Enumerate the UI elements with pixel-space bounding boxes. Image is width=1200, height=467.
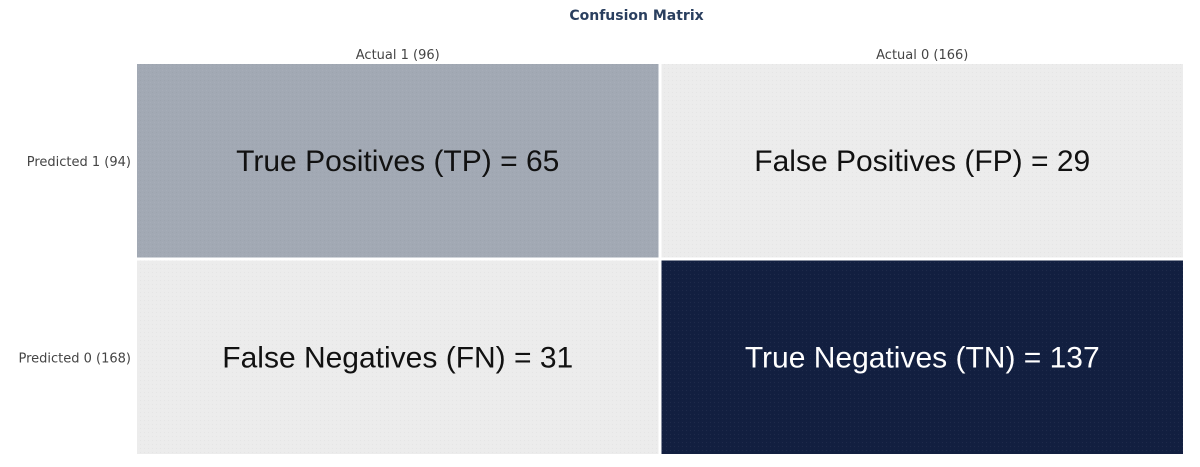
cells-layer — [137, 64, 1183, 454]
cell-label: False Positives (FP) = 29 — [754, 145, 1090, 178]
chart-title: Confusion Matrix — [569, 8, 704, 24]
cell-texture — [137, 64, 659, 258]
cell-texture — [661, 64, 1183, 258]
cell-texture — [661, 260, 1183, 454]
cell-label: True Negatives (TN) = 137 — [745, 341, 1100, 374]
row-label: Predicted 0 (168) — [18, 351, 131, 366]
cell-label: False Negatives (FN) = 31 — [222, 341, 573, 374]
column-label: Actual 0 (166) — [876, 48, 968, 63]
column-label: Actual 1 (96) — [356, 48, 440, 63]
row-label: Predicted 1 (94) — [27, 155, 131, 170]
cell-texture — [137, 260, 659, 454]
cell-label: True Positives (TP) = 65 — [236, 145, 559, 178]
labels-layer: True Positives (TP) = 65 False Positives … — [18, 48, 1099, 374]
